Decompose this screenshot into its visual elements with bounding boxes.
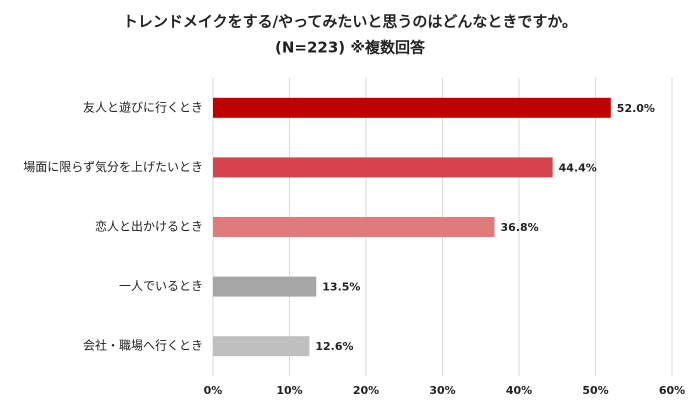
value-label: 36.8% [501, 221, 539, 234]
chart-subtitle: (N=223) ※複数回答 [275, 39, 426, 57]
x-tick-label: 50% [582, 384, 608, 397]
value-label: 12.6% [315, 340, 353, 353]
chart-title: トレンドメイクをする/やってみたいと思うのはどんなときですか。 [123, 13, 577, 31]
y-tick-label: 一人でいるとき [119, 279, 203, 293]
x-tick-label: 0% [204, 384, 223, 397]
bar [213, 217, 495, 237]
value-label: 52.0% [617, 102, 655, 115]
y-tick-label: 友人と遊びに行くとき [83, 99, 203, 114]
bar [213, 157, 553, 178]
y-tick-label: 場面に限らず気分を上げたいとき [23, 159, 203, 174]
bar [213, 276, 317, 297]
x-tick-label: 10% [276, 384, 302, 397]
x-tick-label: 30% [429, 384, 455, 397]
value-label: 44.4% [559, 161, 597, 174]
y-tick-label: 恋人と出かけるとき [95, 219, 203, 234]
bar [213, 336, 310, 357]
x-tick-label: 60% [659, 384, 685, 397]
value-label: 13.5% [322, 281, 360, 294]
x-tick-label: 20% [353, 384, 379, 397]
x-tick-label: 40% [506, 384, 532, 397]
y-tick-label: 会社・職場へ行くとき [83, 338, 203, 353]
bar [213, 97, 611, 118]
